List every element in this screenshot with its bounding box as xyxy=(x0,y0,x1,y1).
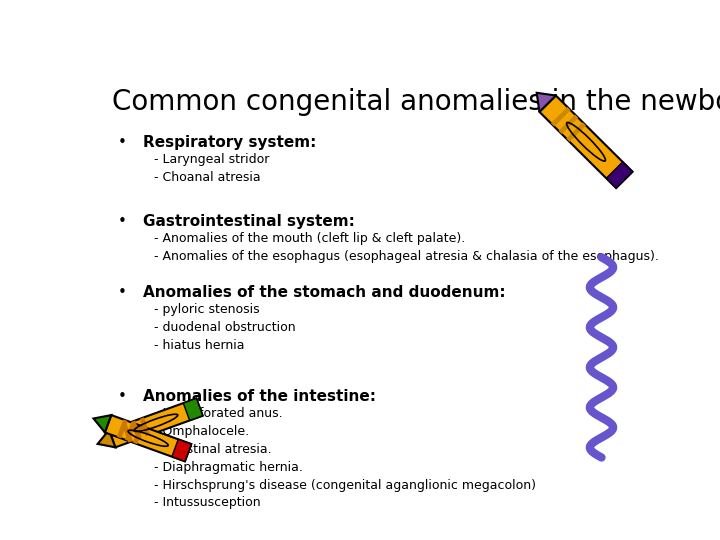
Text: Anomalies of the intestine:: Anomalies of the intestine: xyxy=(143,389,376,404)
Text: - Diaphragmatic hernia.: - Diaphragmatic hernia. xyxy=(154,461,303,474)
Text: - duodenal obstruction: - duodenal obstruction xyxy=(154,321,296,334)
Text: - Omphalocele.: - Omphalocele. xyxy=(154,425,249,438)
Polygon shape xyxy=(140,417,150,436)
Polygon shape xyxy=(109,399,203,447)
Text: •: • xyxy=(118,214,127,230)
Text: - Anomalies of the esophagus (esophageal atresia & chalasia of the esophagus).: - Anomalies of the esophagus (esophageal… xyxy=(154,250,659,263)
Text: •: • xyxy=(118,136,127,151)
Polygon shape xyxy=(172,440,192,461)
Polygon shape xyxy=(133,425,144,444)
Polygon shape xyxy=(559,114,578,134)
Polygon shape xyxy=(105,415,192,461)
Text: Common congenital anomalies in the newborn: Common congenital anomalies in the newbo… xyxy=(112,88,720,116)
Polygon shape xyxy=(566,122,586,142)
Polygon shape xyxy=(122,424,132,443)
Polygon shape xyxy=(606,162,633,188)
Text: •: • xyxy=(118,389,127,404)
Text: - hiatus hernia: - hiatus hernia xyxy=(154,339,245,352)
Text: - Anomalies of the mouth (cleft lip & cleft palate).: - Anomalies of the mouth (cleft lip & cl… xyxy=(154,232,465,245)
Text: Gastrointestinal system:: Gastrointestinal system: xyxy=(143,214,355,230)
Polygon shape xyxy=(536,93,556,112)
Text: - Laryngeal stridor: - Laryngeal stridor xyxy=(154,153,269,166)
Polygon shape xyxy=(184,399,203,421)
Text: - pyloric stenosis: - pyloric stenosis xyxy=(154,303,260,316)
Polygon shape xyxy=(551,107,571,126)
Text: Respiratory system:: Respiratory system: xyxy=(143,136,316,151)
Text: - Intestinal atresia.: - Intestinal atresia. xyxy=(154,443,271,456)
Text: - Choanal atresia: - Choanal atresia xyxy=(154,171,261,184)
Text: Anomalies of the stomach and duodenum:: Anomalies of the stomach and duodenum: xyxy=(143,285,505,300)
Text: - Hirschsprung's disease (congenital aganglionic megacolon): - Hirschsprung's disease (congenital aga… xyxy=(154,478,536,491)
Polygon shape xyxy=(117,420,127,438)
Polygon shape xyxy=(131,421,142,440)
Polygon shape xyxy=(539,96,633,188)
Polygon shape xyxy=(98,430,115,447)
Text: - Intussusception: - Intussusception xyxy=(154,496,261,509)
Text: •: • xyxy=(118,285,127,300)
Text: - Imperforated anus.: - Imperforated anus. xyxy=(154,407,283,420)
Polygon shape xyxy=(94,415,112,433)
Polygon shape xyxy=(125,422,135,441)
